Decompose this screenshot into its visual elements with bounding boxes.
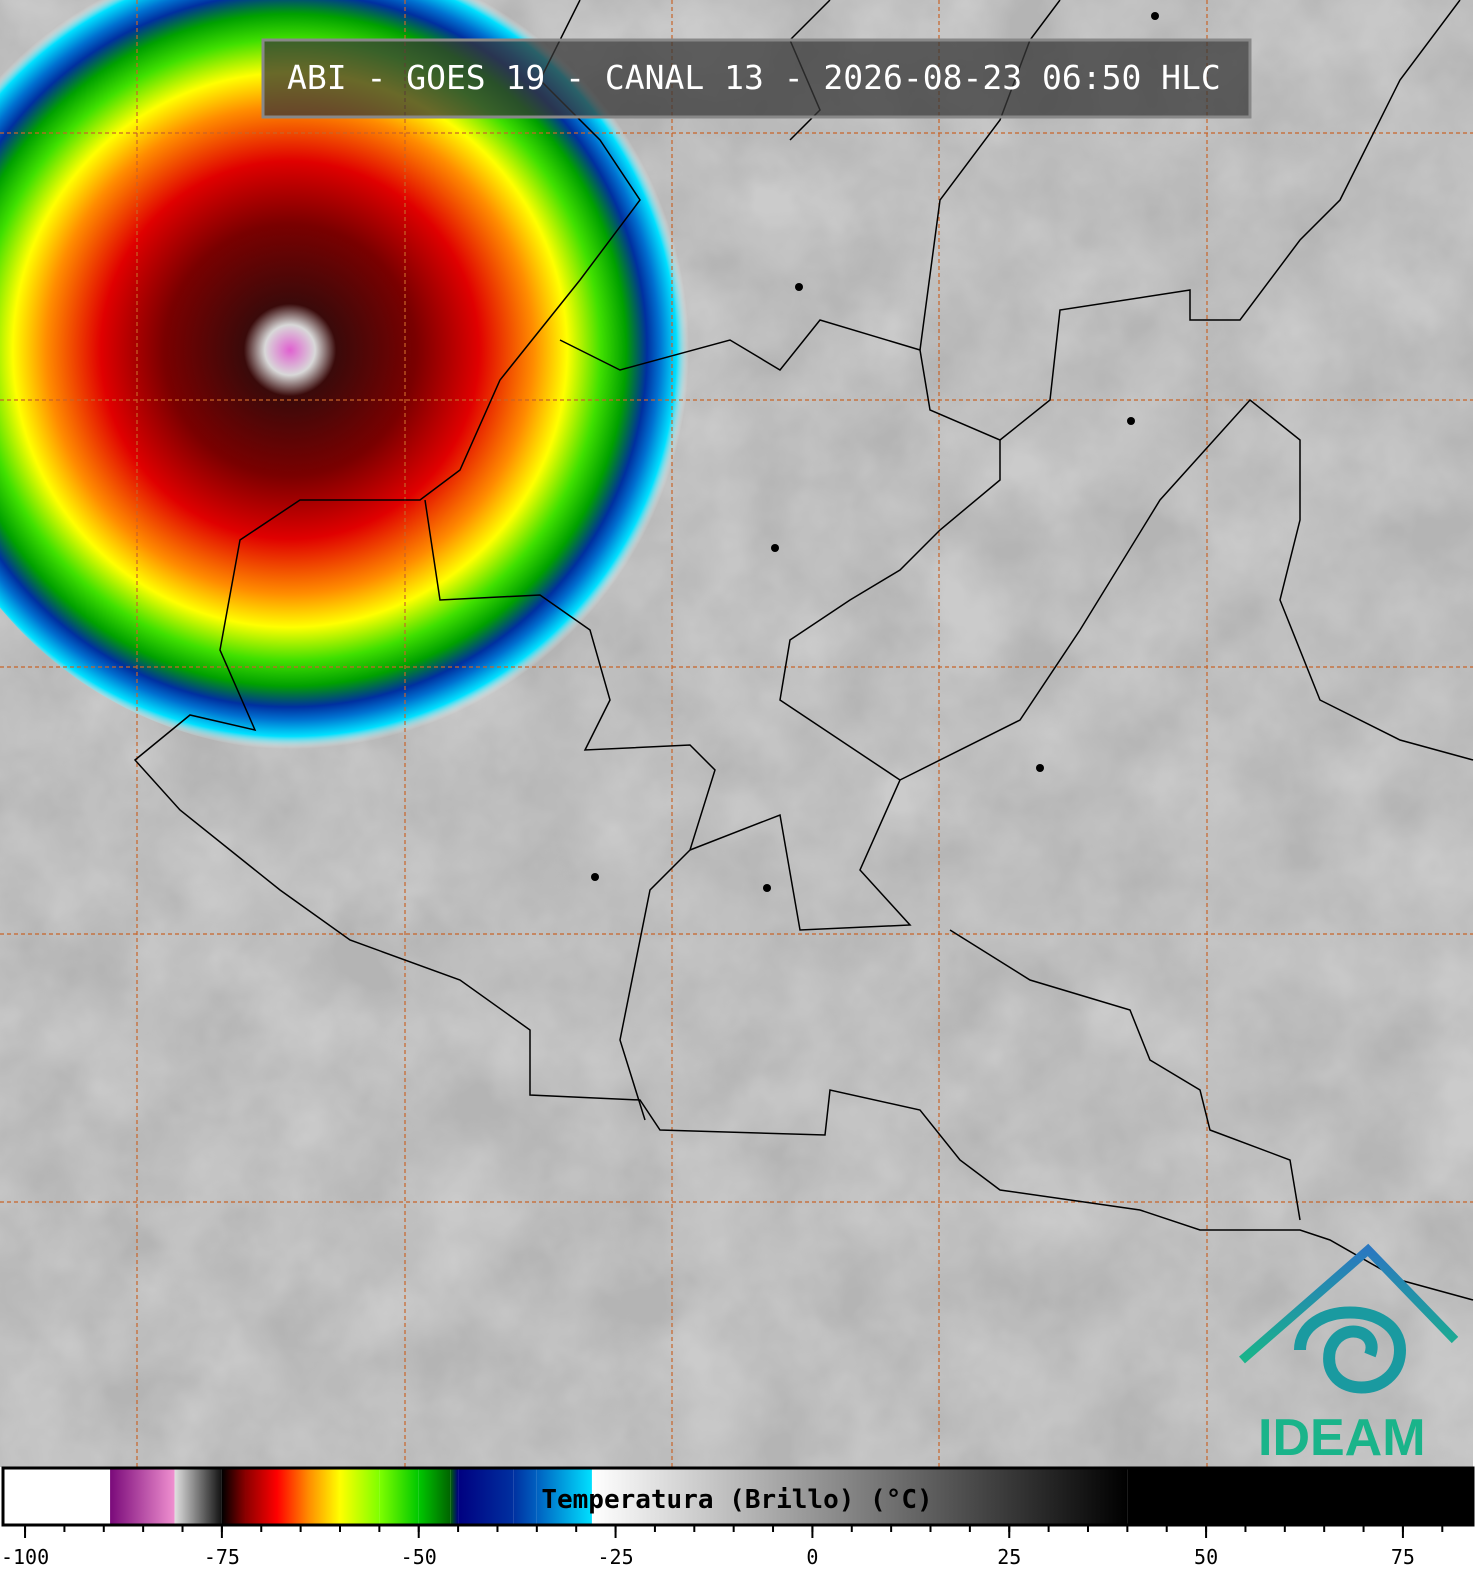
colorbar — [3, 1468, 1473, 1525]
colorbar-label: Temperatura (Brillo) (°C) — [541, 1485, 932, 1515]
colorbar-frame — [1, 1466, 1475, 1527]
title-box — [261, 38, 1252, 119]
colorbar-segment — [458, 1468, 514, 1525]
logo-text: IDEAM — [1258, 1409, 1426, 1467]
colorbar-segment — [221, 1468, 246, 1525]
tick-label: 25 — [997, 1545, 1021, 1569]
colorbar-segment — [536, 1468, 592, 1525]
colorbar-segment — [277, 1468, 309, 1525]
colorbar-segment — [245, 1468, 278, 1525]
graticule — [0, 0, 1473, 1467]
tick-label: -100 — [1, 1545, 49, 1569]
colorbar-segment — [418, 1468, 451, 1525]
colorbar-segment — [1127, 1468, 1473, 1525]
tick-label: -25 — [598, 1545, 634, 1569]
tick-label: 50 — [1194, 1545, 1218, 1569]
colorbar-segment — [3, 1468, 111, 1525]
tick-label: -50 — [401, 1545, 437, 1569]
colorbar-segment — [308, 1468, 340, 1525]
storm — [0, 0, 700, 750]
colorbar-segment — [174, 1468, 222, 1525]
tick-label: 0 — [806, 1545, 818, 1569]
colorbar-segment — [591, 1468, 1128, 1525]
colorbar-segment — [110, 1468, 175, 1525]
tick-label: -75 — [204, 1545, 240, 1569]
tick-label: 75 — [1391, 1545, 1415, 1569]
colorbar-segment — [379, 1468, 419, 1525]
borders — [133, 0, 1474, 1301]
colorbar-segment — [513, 1468, 537, 1525]
cities — [591, 12, 1159, 892]
logo: IDEAM — [1239, 1243, 1459, 1467]
colorbar-segment — [450, 1468, 459, 1525]
colorbar-segment — [339, 1468, 380, 1525]
title: ABI - GOES 19 - CANAL 13 - 2026-08-23 06… — [287, 58, 1221, 97]
